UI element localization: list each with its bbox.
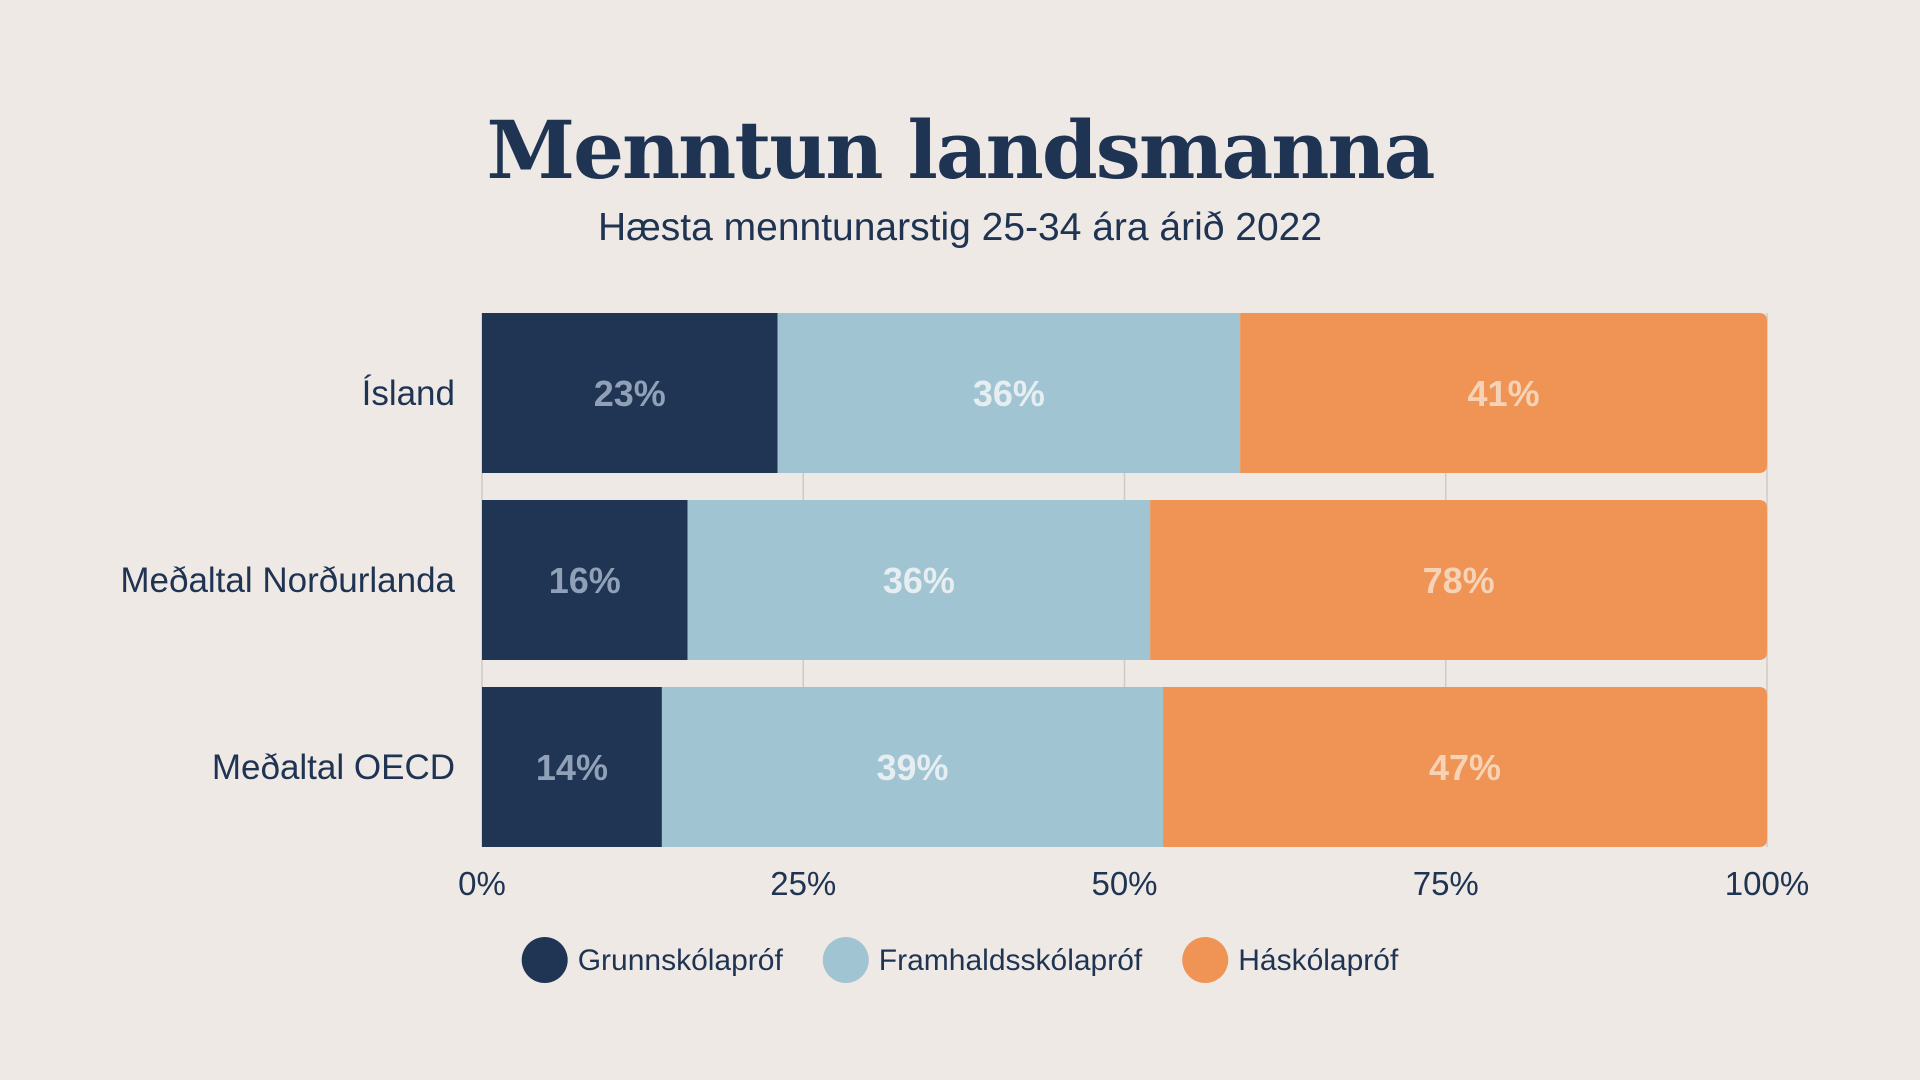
- category-label: Ísland: [362, 374, 455, 413]
- legend: Grunnskólapróf Framhaldsskólapróf Háskólap…: [521, 937, 1399, 983]
- category-label: Meðaltal Norðurlanda: [120, 561, 455, 600]
- bars: 23% 36% 41% 16% 36% 78% 14% 39% 47%: [482, 313, 1767, 847]
- bar-segment: [1163, 687, 1767, 847]
- bar-segment: [777, 313, 1241, 473]
- category-label: Meðaltal OECD: [212, 748, 455, 787]
- bar-segment: [482, 500, 688, 660]
- category-labels: Ísland Meðaltal Norðurlanda Meðaltal OECD: [120, 374, 455, 787]
- legend-item: Framhaldsskólapróf: [822, 937, 1143, 983]
- x-tick-label: 100%: [1725, 865, 1809, 902]
- bar-value-label: 36%: [973, 373, 1045, 414]
- bar-value-label: 78%: [1423, 560, 1495, 601]
- legend-item: Grunnskólapróf: [521, 937, 784, 983]
- bar-segment: [661, 687, 1164, 847]
- x-tick-label: 50%: [1091, 865, 1157, 902]
- x-axis-ticks: 0% 25% 50% 75% 100%: [458, 865, 1809, 902]
- legend-label: Háskólapróf: [1238, 944, 1399, 977]
- bar-value-label: 23%: [594, 373, 666, 414]
- x-tick-label: 75%: [1413, 865, 1479, 902]
- bar-value-label: 39%: [876, 747, 948, 788]
- bar-value-label: 47%: [1429, 747, 1501, 788]
- x-tick-label: 25%: [770, 865, 836, 902]
- bar-segment: [687, 500, 1151, 660]
- legend-label: Framhaldsskólapróf: [879, 944, 1143, 977]
- legend-label: Grunnskólapróf: [578, 944, 784, 977]
- legend-swatch: [822, 937, 869, 983]
- bar-segment: [482, 687, 662, 847]
- bar-value-label: 16%: [549, 560, 621, 601]
- legend-swatch: [521, 937, 568, 983]
- legend-item: Háskólapróf: [1182, 937, 1399, 983]
- x-tick-label: 0%: [458, 865, 506, 902]
- chart-title: Menntun landsmanna: [487, 103, 1434, 197]
- bar-segment: [482, 313, 778, 473]
- bar-value-label: 14%: [536, 747, 608, 788]
- bar-value-label: 41%: [1468, 373, 1540, 414]
- bar-segment: [1150, 500, 1767, 660]
- chart-subtitle: Hæsta menntunarstig 25-34 ára árið 2022: [598, 206, 1322, 249]
- legend-swatch: [1182, 937, 1229, 983]
- bar-value-label: 36%: [883, 560, 955, 601]
- bar-segment: [1240, 313, 1767, 473]
